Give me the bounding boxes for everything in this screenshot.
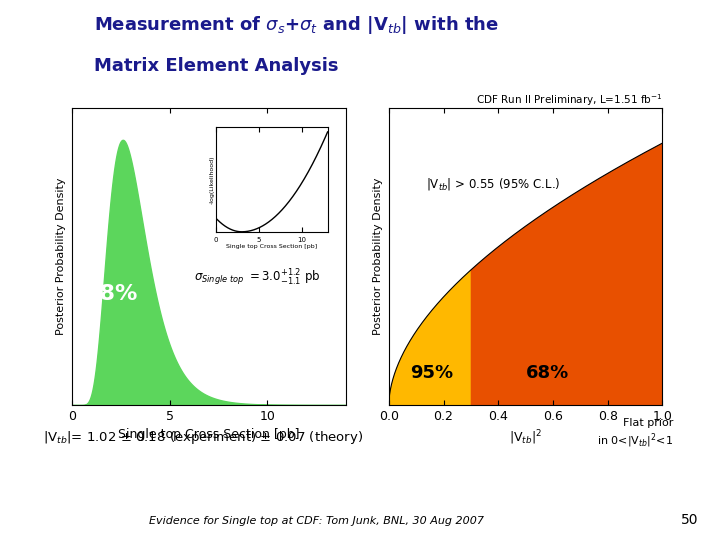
Text: CDF Run II Preliminary, L=1.51 fb$^{-1}$: CDF Run II Preliminary, L=1.51 fb$^{-1}$ [476,92,662,108]
X-axis label: |V$_{tb}$|$^2$: |V$_{tb}$|$^2$ [509,428,542,447]
Text: |V$_{tb}$| > 0.55 (95% C.L.): |V$_{tb}$| > 0.55 (95% C.L.) [426,176,560,192]
Y-axis label: Posterior Probability Density: Posterior Probability Density [373,178,383,335]
Text: Evidence for Single top at CDF: Tom Junk, BNL, 30 Aug 2007: Evidence for Single top at CDF: Tom Junk… [149,516,485,526]
Y-axis label: Posterior Probability Density: Posterior Probability Density [56,178,66,335]
Text: Matrix Element Analysis: Matrix Element Analysis [94,57,338,75]
X-axis label: Single top Cross Section [pb]: Single top Cross Section [pb] [226,245,318,249]
Text: $\sigma_{Single\ top}$ $= 3.0^{+1.2}_{-1.1}$ pb: $\sigma_{Single\ top}$ $= 3.0^{+1.2}_{-1… [194,267,321,288]
Y-axis label: -log(Likelihood): -log(Likelihood) [210,156,215,204]
Text: 95%: 95% [410,363,453,382]
Text: 50: 50 [681,512,698,526]
Text: 68%: 68% [526,363,569,382]
X-axis label: Single top Cross Section [pb]: Single top Cross Section [pb] [118,428,300,441]
Text: Flat prior
in 0<|V$_{tb}$|$^2$<1: Flat prior in 0<|V$_{tb}$|$^2$<1 [597,418,673,450]
Text: Measurement of $\sigma_s$+$\sigma_t$ and |V$_{tb}$| with the: Measurement of $\sigma_s$+$\sigma_t$ and… [94,14,499,36]
Text: 68%: 68% [84,284,138,303]
Text: |V$_{tb}$|= 1.02 ± 0.18 (experiment) ± 0.07 (theory): |V$_{tb}$|= 1.02 ± 0.18 (experiment) ± 0… [43,429,364,446]
